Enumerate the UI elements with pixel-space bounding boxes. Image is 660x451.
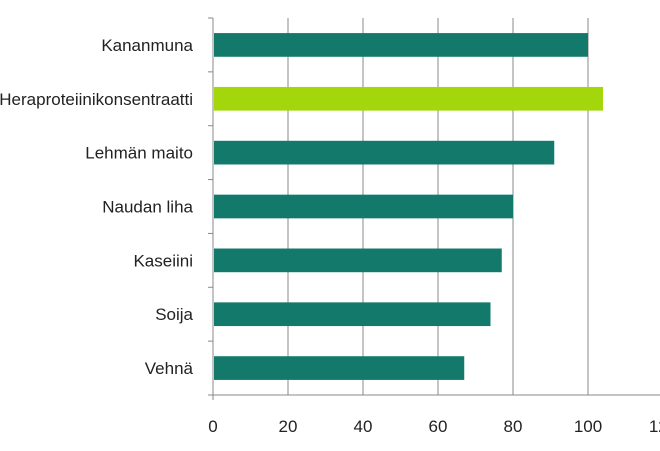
bar xyxy=(214,248,502,273)
category-labels: Kananmuna Heraproteiinikonsentraatti Lehmä… xyxy=(0,36,194,378)
category-label: Heraproteiinikonsentraatti xyxy=(0,90,193,109)
bar xyxy=(214,194,513,219)
category-label: Vehnä xyxy=(145,359,194,378)
bar xyxy=(214,86,603,111)
bar xyxy=(214,356,465,380)
category-label: Kaseiini xyxy=(133,251,193,270)
x-tick-label: 60 xyxy=(429,417,448,436)
category-label: Lehmän maito xyxy=(85,144,193,163)
x-tick-label: 0 xyxy=(208,417,217,436)
bar xyxy=(214,140,555,165)
category-label: Soija xyxy=(155,305,193,324)
x-tick-label: 100 xyxy=(574,417,602,436)
category-label: Naudan liha xyxy=(102,198,193,217)
bars xyxy=(214,33,603,380)
category-label: Kananmuna xyxy=(101,36,193,55)
x-tick-label: 20 xyxy=(279,417,298,436)
x-tick-label: 40 xyxy=(354,417,373,436)
bar xyxy=(214,302,491,327)
bar xyxy=(214,33,588,57)
axes xyxy=(208,17,660,400)
x-tick-label: 80 xyxy=(504,417,523,436)
x-tick-label: 120 xyxy=(649,417,660,436)
x-tick-labels: 0 20 40 60 80 100 120 xyxy=(208,417,660,436)
